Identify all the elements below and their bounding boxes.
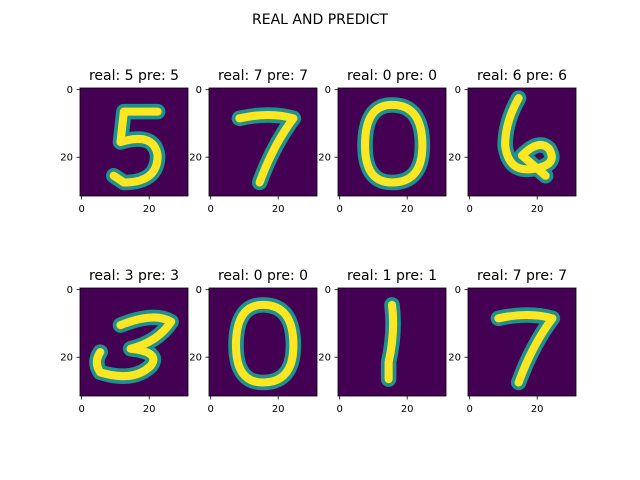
- panel-title: real: 0 pre: 0: [218, 268, 308, 284]
- panel-1: real: 5 pre: 5 0 20 0 20: [60, 68, 189, 215]
- axes-frame: [79, 287, 189, 397]
- y-tick-label: 0: [67, 85, 73, 96]
- x-tick-label: 20: [531, 404, 544, 415]
- y-tick-label: 0: [196, 285, 202, 296]
- digit-stroke-inner: [360, 100, 427, 187]
- x-tick-label: 20: [401, 404, 414, 415]
- panel-title: real: 5 pre: 5: [89, 68, 179, 84]
- digit-glyph: [497, 90, 560, 184]
- panel-grid: real: 5 pre: 5 0 20 0 20 real: 7 pre: 7 0 20 0 20…: [60, 68, 577, 415]
- panel-8: real: 7 pre: 7 0 20 0 20: [448, 268, 577, 415]
- x-tick-label: 20: [531, 204, 544, 215]
- x-tick-label: 20: [272, 404, 285, 415]
- panel-5: real: 3 pre: 3 0 20 0 20: [60, 268, 189, 415]
- x-tick-label: 0: [79, 404, 85, 415]
- y-tick-label: 20: [448, 153, 461, 164]
- y-tick-label: 20: [318, 353, 331, 364]
- panel-title: real: 6 pre: 6: [477, 68, 567, 84]
- digit-stroke-inner: [231, 300, 298, 387]
- y-tick-label: 0: [196, 85, 202, 96]
- axes-frame: [208, 87, 318, 197]
- digit-stroke-inner: [109, 107, 162, 187]
- panel-2: real: 7 pre: 7 0 20 0 20: [189, 68, 318, 215]
- digit-glyph: [89, 309, 179, 384]
- panel-4: real: 6 pre: 6 0 20 0 20: [448, 68, 577, 215]
- x-tick-label: 0: [337, 204, 343, 215]
- panel-title: real: 7 pre: 7: [218, 68, 308, 84]
- digit-glyph: [380, 297, 401, 387]
- panel-6: real: 0 pre: 0 0 20 0 20: [189, 268, 318, 415]
- axes-frame: [208, 287, 318, 397]
- x-tick-label: 20: [143, 404, 156, 415]
- panel-title: real: 7 pre: 7: [477, 268, 567, 284]
- figure-suptitle: REAL AND PREDICT: [252, 12, 388, 28]
- y-tick-label: 20: [189, 153, 202, 164]
- digit-stroke-inner: [494, 310, 557, 387]
- x-tick-label: 0: [467, 204, 473, 215]
- y-tick-label: 0: [455, 285, 461, 296]
- y-tick-label: 0: [325, 285, 331, 296]
- axes-frame: [337, 87, 447, 197]
- axes-frame: [467, 87, 577, 197]
- digit-stroke-inner: [384, 300, 398, 384]
- digit-glyph: [231, 107, 302, 191]
- axes-frame: [467, 287, 577, 397]
- y-tick-label: 20: [60, 153, 73, 164]
- digit-stroke-inner: [92, 313, 176, 381]
- panel-title: real: 3 pre: 3: [89, 268, 179, 284]
- x-tick-label: 20: [272, 204, 285, 215]
- y-tick-label: 20: [318, 153, 331, 164]
- y-tick-label: 0: [455, 85, 461, 96]
- axes-frame: [337, 287, 447, 397]
- digit-glyph: [357, 97, 431, 191]
- panel-7: real: 1 pre: 1 0 20 0 20: [318, 268, 447, 415]
- x-tick-label: 0: [79, 204, 85, 215]
- y-tick-label: 20: [448, 353, 461, 364]
- y-tick-label: 0: [325, 85, 331, 96]
- x-tick-label: 20: [143, 204, 156, 215]
- x-tick-label: 0: [208, 204, 214, 215]
- panel-3: real: 0 pre: 0 0 20 0 20: [318, 68, 447, 215]
- y-tick-label: 0: [67, 285, 73, 296]
- x-tick-label: 0: [337, 404, 343, 415]
- x-tick-label: 0: [467, 404, 473, 415]
- panel-title: real: 1 pre: 1: [347, 268, 437, 284]
- y-tick-label: 20: [60, 353, 73, 364]
- digit-glyph: [228, 297, 302, 391]
- panel-title: real: 0 pre: 0: [347, 68, 437, 84]
- digit-stroke-inner: [501, 94, 556, 180]
- axes-frame: [79, 87, 189, 197]
- digit-stroke-inner: [235, 110, 298, 187]
- x-tick-label: 20: [401, 204, 414, 215]
- x-tick-label: 0: [208, 404, 214, 415]
- digit-glyph: [490, 307, 561, 391]
- digit-glyph: [105, 103, 166, 191]
- y-tick-label: 20: [189, 353, 202, 364]
